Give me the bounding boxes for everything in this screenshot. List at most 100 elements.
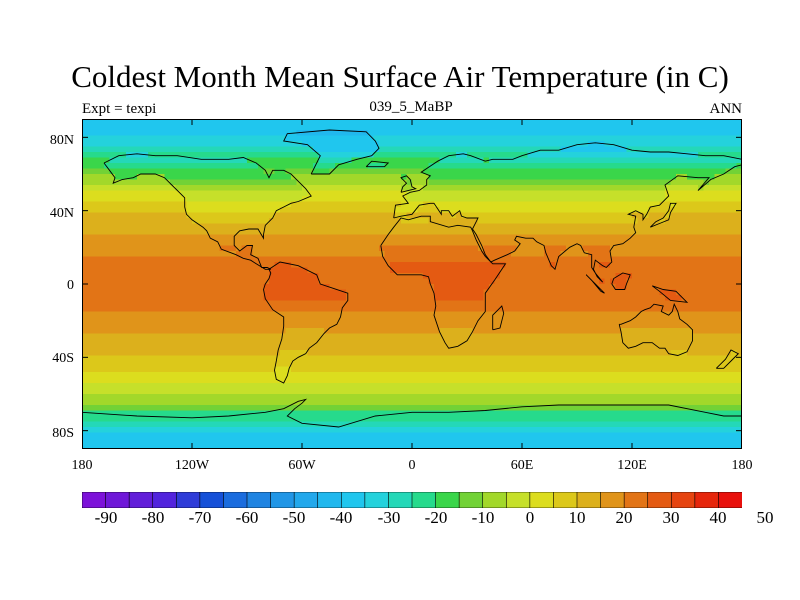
temperature-cell	[192, 168, 199, 175]
temperature-cell	[280, 168, 287, 175]
temperature-cell	[527, 163, 534, 170]
temperature-cell	[153, 311, 160, 318]
temperature-cell	[654, 306, 661, 313]
temperature-cell	[170, 251, 177, 258]
temperature-cell	[538, 124, 545, 131]
temperature-cell	[230, 124, 237, 131]
temperature-cell	[527, 152, 534, 159]
temperature-cell	[615, 152, 622, 159]
temperature-field	[82, 119, 742, 449]
temperature-cell	[335, 322, 342, 329]
temperature-cell	[505, 245, 512, 252]
temperature-cell	[439, 174, 446, 181]
temperature-cell	[445, 234, 452, 241]
temperature-cell	[445, 124, 452, 131]
temperature-cell	[126, 234, 133, 241]
temperature-cell	[648, 157, 655, 164]
temperature-cell	[714, 223, 721, 230]
temperature-cell	[725, 141, 732, 148]
temperature-cell	[720, 119, 727, 126]
temperature-cell	[544, 311, 551, 318]
temperature-cell	[571, 146, 578, 153]
temperature-cell	[566, 130, 573, 137]
temperature-cell	[434, 135, 441, 142]
temperature-cell	[214, 207, 221, 214]
temperature-cell	[549, 295, 556, 302]
temperature-cell	[676, 284, 683, 291]
temperature-cell	[648, 135, 655, 142]
temperature-cell	[258, 119, 265, 126]
temperature-cell	[307, 300, 314, 307]
temperature-cell	[87, 174, 94, 181]
temperature-cell	[659, 119, 666, 126]
temperature-cell	[219, 240, 226, 247]
temperature-cell	[610, 152, 617, 159]
temperature-cell	[313, 218, 320, 225]
temperature-cell	[555, 174, 562, 181]
temperature-cell	[340, 311, 347, 318]
temperature-cell	[390, 234, 397, 241]
temperature-cell	[610, 295, 617, 302]
temperature-cell	[516, 196, 523, 203]
temperature-cell	[709, 135, 716, 142]
temperature-cell	[670, 289, 677, 296]
temperature-cell	[98, 124, 105, 131]
temperature-cell	[401, 295, 408, 302]
temperature-cell	[450, 179, 457, 186]
temperature-cell	[208, 119, 215, 126]
temperature-cell	[659, 218, 666, 225]
temperature-cell	[181, 234, 188, 241]
temperature-cell	[698, 328, 705, 335]
temperature-cell	[467, 179, 474, 186]
temperature-cell	[148, 201, 155, 208]
temperature-cell	[142, 218, 149, 225]
temperature-cell	[555, 152, 562, 159]
temperature-cell	[203, 212, 210, 219]
temperature-cell	[159, 240, 166, 247]
temperature-cell	[280, 262, 287, 269]
temperature-cell	[395, 174, 402, 181]
temperature-cell	[527, 135, 534, 142]
temperature-cell	[637, 328, 644, 335]
temperature-cell	[511, 185, 518, 192]
temperature-cell	[390, 124, 397, 131]
temperature-cell	[593, 284, 600, 291]
temperature-cell	[423, 328, 430, 335]
temperature-cell	[351, 201, 358, 208]
temperature-cell	[137, 311, 144, 318]
temperature-cell	[274, 262, 281, 269]
temperature-cell	[417, 328, 424, 335]
temperature-cell	[428, 190, 435, 197]
temperature-cell	[186, 179, 193, 186]
temperature-cell	[736, 278, 742, 285]
temperature-cell	[368, 344, 375, 351]
temperature-cell	[698, 267, 705, 274]
temperature-cell	[137, 168, 144, 175]
temperature-cell	[379, 163, 386, 170]
temperature-cell	[395, 256, 402, 263]
temperature-cell	[126, 157, 133, 164]
temperature-cell	[709, 207, 716, 214]
temperature-cell	[181, 152, 188, 159]
temperature-cell	[142, 168, 149, 175]
temperature-cell	[511, 196, 518, 203]
temperature-cell	[555, 333, 562, 340]
temperature-cell	[665, 196, 672, 203]
temperature-cell	[197, 267, 204, 274]
temperature-cell	[120, 306, 127, 313]
temperature-cell	[373, 339, 380, 346]
temperature-cell	[676, 317, 683, 324]
temperature-cell	[637, 273, 644, 280]
temperature-cell	[731, 146, 738, 153]
temperature-cell	[346, 344, 353, 351]
temperature-cell	[340, 262, 347, 269]
temperature-cell	[302, 295, 309, 302]
temperature-cell	[483, 168, 490, 175]
temperature-cell	[181, 311, 188, 318]
temperature-cell	[109, 179, 116, 186]
temperature-cell	[687, 201, 694, 208]
temperature-cell	[599, 289, 606, 296]
temperature-cell	[648, 245, 655, 252]
temperature-cell	[505, 333, 512, 340]
temperature-cell	[197, 163, 204, 170]
